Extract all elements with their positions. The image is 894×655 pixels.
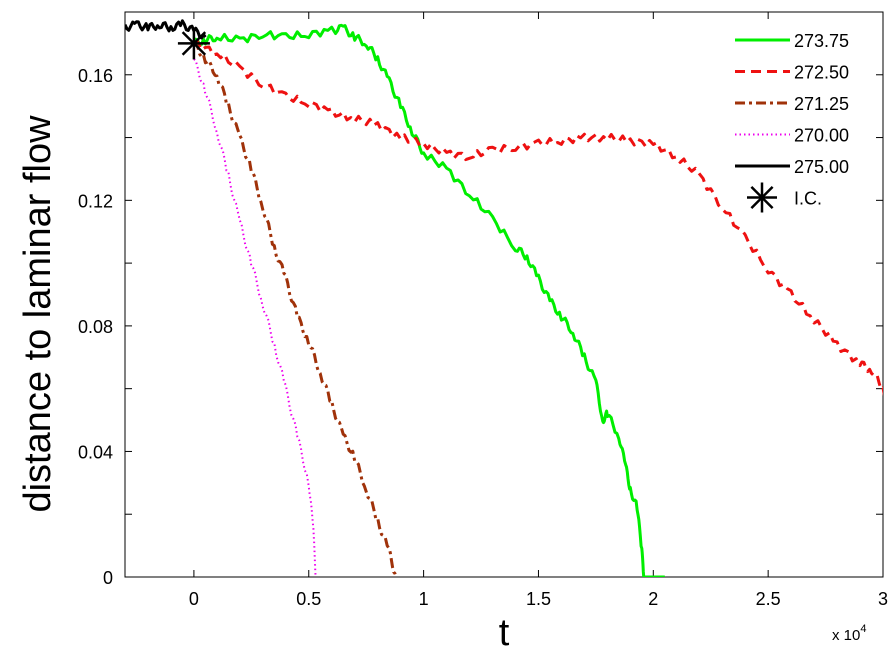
- legend-swatch-ic: [747, 182, 777, 213]
- legend-label-271.25: 271.25: [794, 94, 849, 114]
- series-line-273.75: [192, 23, 665, 577]
- legend-label-275.00: 275.00: [794, 157, 849, 177]
- series-line-271.25: [193, 40, 398, 577]
- series-line-272.50: [193, 40, 883, 397]
- x-axis-label: t: [499, 612, 510, 654]
- x-tick-label: 2.5: [756, 589, 781, 609]
- plot-frame: [124, 11, 884, 578]
- y-tick-label: 0: [103, 568, 113, 588]
- series-line-270.00: [193, 58, 317, 577]
- x-axis: 0 0.5 1 1.5 2 2.5 3: [189, 12, 888, 609]
- y-axis-label: distance to laminar flow: [17, 115, 59, 513]
- ic-marker: [177, 27, 210, 60]
- x-axis-multiplier: x 104: [832, 623, 866, 644]
- x-tick-label: 3: [878, 589, 888, 609]
- y-tick-label: 0.12: [78, 191, 113, 211]
- legend: 273.75 272.50 271.25 270.00 275.00 I.C.: [735, 31, 849, 213]
- x-tick-label: 0: [189, 589, 199, 609]
- x-tick-label: 2: [648, 589, 658, 609]
- legend-label-273.75: 273.75: [794, 31, 849, 51]
- x-tick-label: 1: [419, 589, 429, 609]
- y-tick-label: 0.08: [78, 317, 113, 337]
- legend-label-ic: I.C.: [794, 189, 822, 209]
- y-tick-label: 0.04: [78, 442, 113, 462]
- x-tick-label: 0.5: [296, 589, 321, 609]
- y-tick-label: 0.16: [78, 66, 113, 86]
- legend-label-270.00: 270.00: [794, 126, 849, 146]
- series-line-275.00: [125, 19, 207, 40]
- y-axis: 0 0.04 0.08 0.12 0.16: [78, 11, 883, 588]
- legend-label-272.50: 272.50: [794, 63, 849, 83]
- marker-group: [177, 27, 210, 60]
- x-tick-label: 1.5: [526, 589, 551, 609]
- series-group: [125, 19, 883, 577]
